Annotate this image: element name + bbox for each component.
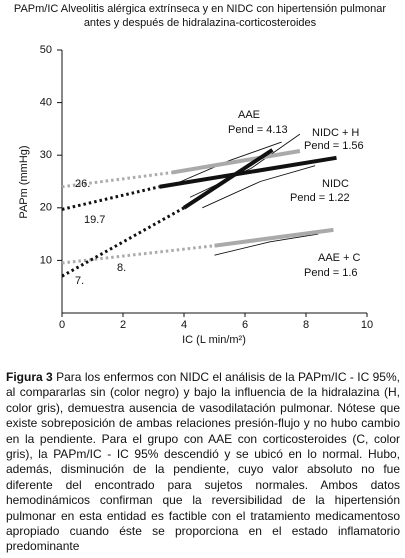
annotation: 8. bbox=[117, 262, 126, 274]
x-tick-label: 8 bbox=[303, 319, 309, 331]
annotation: Pend = 1.6 bbox=[304, 267, 358, 279]
chart-subtitle: antes y después de hidralazina-corticost… bbox=[84, 17, 317, 29]
y-tick-label: 20 bbox=[40, 202, 52, 214]
x-axis-label: IC (L min/m²) bbox=[182, 334, 246, 346]
y-tick-label: 10 bbox=[40, 254, 52, 266]
series-line bbox=[214, 233, 319, 256]
caption: Figura 3 Para los enfermos con NIDC el a… bbox=[6, 370, 400, 555]
y-tick-label: 40 bbox=[40, 97, 52, 109]
series-line bbox=[61, 185, 160, 211]
x-tick-label: 2 bbox=[120, 319, 126, 331]
y-tick-label: 50 bbox=[40, 44, 52, 56]
annotation: 26. bbox=[75, 178, 90, 190]
series-line bbox=[202, 165, 316, 209]
chart: PAPm/IC Alveolitis alérgica extrínseca y… bbox=[14, 3, 386, 346]
annotation: NIDC + H bbox=[312, 127, 359, 139]
annotation: Pend = 1.56 bbox=[304, 140, 364, 152]
caption-text: Para los enfermos con NIDC el análisis d… bbox=[6, 370, 400, 554]
series-line bbox=[171, 149, 301, 175]
x-tick-label: 0 bbox=[59, 319, 65, 331]
series-line bbox=[61, 171, 172, 189]
chart-title: PAPm/IC Alveolitis alérgica extrínseca y… bbox=[14, 3, 386, 15]
x-tick-label: 4 bbox=[181, 319, 187, 331]
annotation: 19.7 bbox=[84, 214, 105, 226]
y-axis-label: PAPm (mmHg) bbox=[18, 145, 30, 218]
series-line bbox=[182, 148, 274, 210]
annotation: AAE bbox=[238, 109, 260, 121]
x-tick-label: 6 bbox=[242, 319, 248, 331]
caption-label: Figura 3 bbox=[6, 370, 53, 384]
y-tick-label: 30 bbox=[40, 149, 52, 161]
series-line bbox=[168, 141, 282, 188]
series-line bbox=[214, 227, 334, 248]
series-line bbox=[189, 133, 301, 198]
annotation: 7. bbox=[75, 275, 84, 287]
annotation: Pend = 1.22 bbox=[290, 192, 350, 204]
annotation: AAE + C bbox=[318, 252, 361, 264]
annotation: Pend = 4.13 bbox=[228, 124, 288, 136]
series-line bbox=[61, 244, 215, 265]
annotation: NIDC bbox=[322, 178, 349, 190]
series-line bbox=[159, 155, 337, 189]
series-line bbox=[61, 206, 185, 278]
x-tick-label: 10 bbox=[361, 319, 373, 331]
